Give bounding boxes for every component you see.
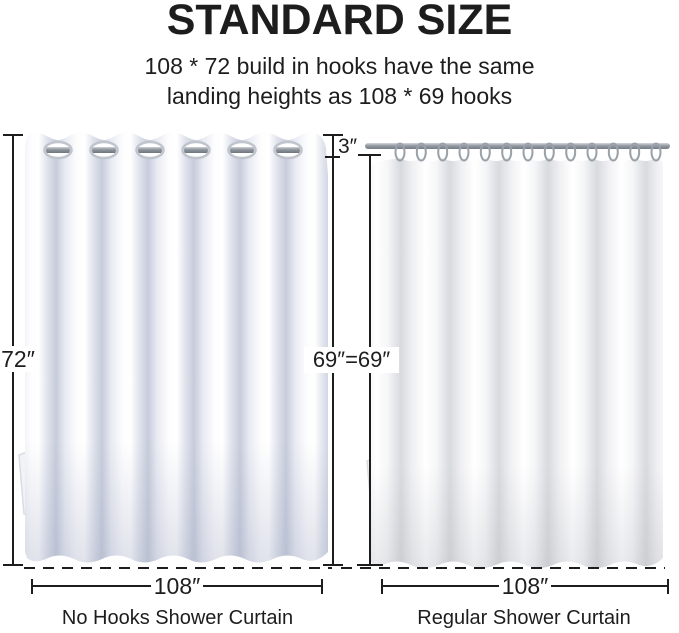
measure-3-bottom-bar (325, 156, 340, 158)
subtitle-line-2: landing heights as 108 * 69 hooks (166, 83, 513, 109)
page-title: STANDARD SIZE (166, 0, 513, 44)
floor-dashed-line-left (24, 567, 332, 569)
measure-tick-right (667, 578, 669, 594)
measure-line-segment (551, 585, 667, 587)
subtitle-line-1: 108 * 72 build in hooks have the same (144, 53, 535, 79)
measure-72-bottom-bar (3, 564, 23, 566)
width-measure-left-label: 108″ (153, 573, 201, 599)
measure-tick-right (321, 578, 323, 594)
measure-69-right-bottom-bar (357, 564, 383, 566)
grommet-rings (43, 140, 303, 160)
right-curtain-rod (365, 143, 670, 149)
measure-69-left-bottom-bar (323, 564, 343, 566)
measure-tick-left (31, 578, 33, 594)
width-measure-left: 108″ (31, 573, 323, 599)
floor-dashed-line-right (341, 567, 665, 569)
equal-heights-label: 69″=69″ (304, 347, 399, 373)
measure-72-label: 72″ (0, 346, 38, 372)
curtain-ring-hooks (394, 142, 662, 162)
measure-line-segment (33, 585, 151, 587)
caption-no-hooks-curtain: No Hooks Shower Curtain (61, 607, 294, 629)
measure-line-segment (203, 585, 321, 587)
measure-3-label: 3″ (338, 135, 358, 158)
width-measure-right-label: 108″ (501, 573, 549, 599)
regular-curtain-image (365, 142, 670, 568)
measure-tick-left (381, 578, 383, 594)
width-measure-right: 108″ (381, 573, 669, 599)
caption-regular-curtain: Regular Shower Curtain (417, 607, 631, 629)
measure-line-segment (383, 585, 499, 587)
no-hooks-curtain-image (18, 132, 328, 563)
